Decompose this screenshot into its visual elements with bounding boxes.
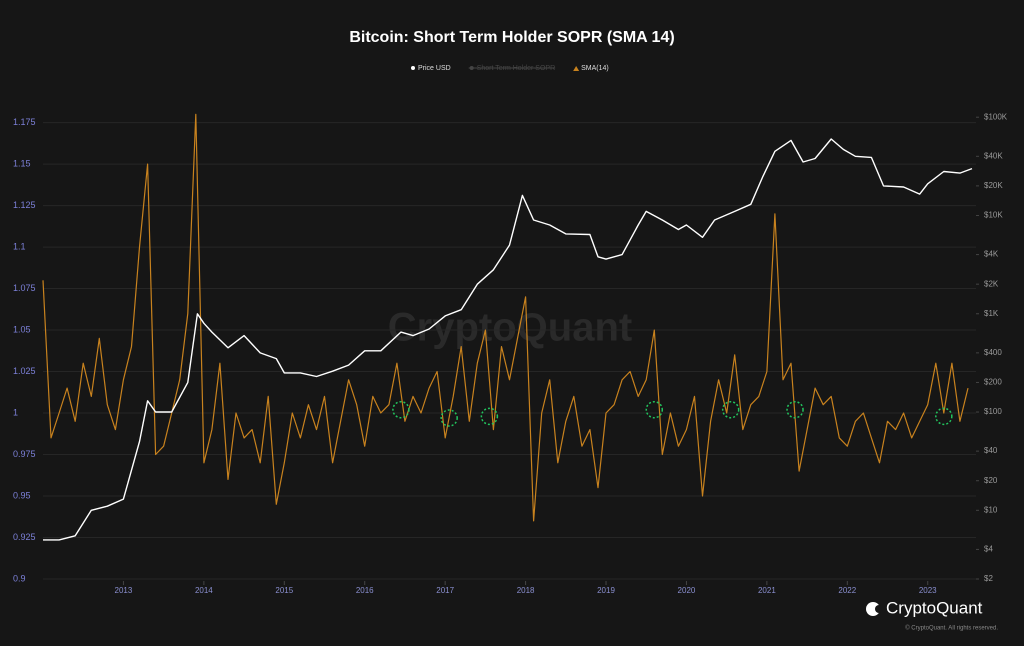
legend-symbol [411, 66, 415, 70]
highlight-circle [721, 400, 740, 419]
y2-tick-label: $100 [984, 407, 1002, 416]
brand-logo [866, 602, 883, 616]
y-tick-label: 1.15 [13, 158, 31, 168]
y-tick-label: 0.975 [13, 449, 36, 459]
legend-label: SMA(14) [581, 65, 609, 72]
y2-tick-label: $10 [984, 505, 998, 514]
y2-tick-label: $2K [984, 279, 999, 288]
x-tick-label: 2021 [758, 586, 776, 595]
x-tick-label: 2015 [275, 586, 293, 595]
price-line [43, 138, 973, 541]
legend-symbol [573, 66, 580, 71]
y2-tick-label: $10K [984, 211, 1003, 220]
x-tick-label: 2017 [436, 586, 454, 595]
highlight-circle [392, 400, 410, 419]
y2-tick-label: $4K [984, 250, 999, 259]
y-tick-label: 0.95 [13, 490, 31, 500]
x-tick-label: 2022 [838, 586, 856, 595]
y2-tick-label: $4 [984, 545, 993, 554]
legend-label: Price USD [418, 65, 451, 72]
highlight-circle [786, 400, 804, 419]
legend-item[interactable]: Short Term Holder SOPR [468, 65, 556, 72]
brand: CryptoQuant [886, 598, 983, 617]
y2-tick-label: $400 [984, 348, 1002, 357]
y-tick-label: 0.925 [13, 532, 36, 542]
x-tick-label: 2020 [678, 586, 696, 595]
highlight-circle [480, 407, 499, 426]
y2-tick-label: $1K [984, 309, 999, 318]
highlight-circle [935, 407, 953, 426]
y-tick-label: 1.175 [13, 117, 36, 127]
y2-tick-label: $20 [984, 476, 998, 485]
x-tick-label: 2016 [356, 586, 374, 595]
highlight-circle [645, 400, 664, 419]
x-tick-label: 2019 [597, 586, 615, 595]
y-tick-label: 0.9 [13, 573, 26, 583]
y-tick-label: 1.125 [13, 200, 36, 210]
sma-line [42, 113, 969, 522]
x-tick-label: 2013 [115, 586, 133, 595]
y2-tick-label: $20K [984, 181, 1003, 190]
y-tick-label: 1.075 [13, 283, 36, 293]
y2-tick-label: $40K [984, 151, 1003, 160]
legend-item[interactable]: SMA(14) [573, 65, 609, 72]
x-tick-label: 2018 [517, 586, 535, 595]
y-tick-label: 1.05 [13, 324, 31, 334]
y2-tick-label: $100K [984, 112, 1008, 121]
copyright: © CryptoQuant. All rights reserved. [905, 625, 998, 632]
watermark: CryptoQuant [388, 306, 632, 350]
y-tick-label: 1 [13, 407, 18, 417]
x-tick-label: 2014 [195, 586, 213, 595]
legend-item[interactable]: Price USD [411, 65, 451, 72]
y2-tick-label: $2 [984, 574, 993, 583]
highlight-circle [440, 409, 458, 427]
x-tick-label: 2023 [919, 586, 937, 595]
y2-tick-label: $40 [984, 446, 998, 455]
y2-tick-label: $200 [984, 378, 1002, 387]
y-tick-label: 1.1 [13, 241, 26, 251]
chart-title: Bitcoin: Short Term Holder SOPR (SMA 14) [349, 29, 674, 46]
y-tick-label: 1.025 [13, 366, 36, 376]
